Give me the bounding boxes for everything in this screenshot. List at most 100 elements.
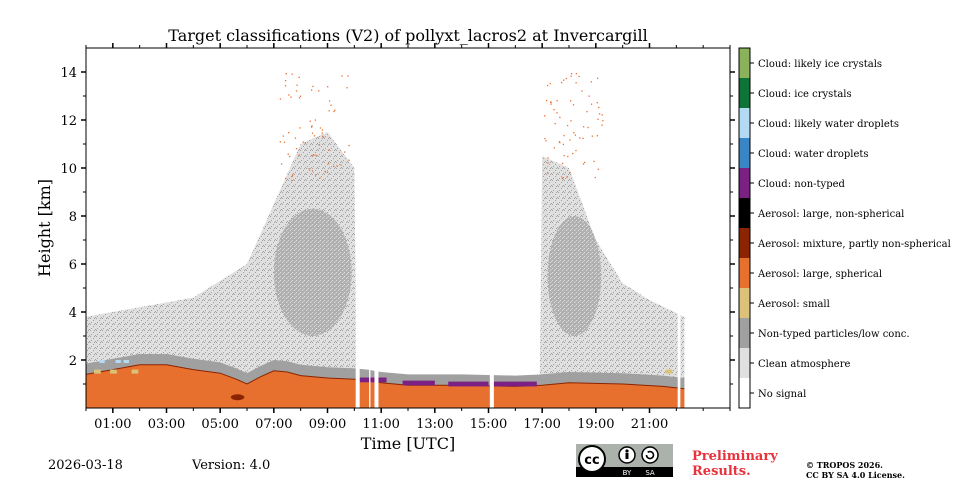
no-signal-gap-3 (374, 48, 379, 408)
preliminary-line-1: Preliminary (692, 449, 778, 464)
scattered-aerosol-dot (559, 116, 561, 119)
scattered-aerosol-dot (327, 149, 330, 151)
scattered-aerosol-dot (598, 113, 601, 115)
scattered-aerosol-dot (296, 84, 298, 86)
scattered-aerosol-dot (348, 159, 350, 161)
scattered-aerosol-dot (575, 73, 578, 75)
x-tick-label: 03:00 (148, 417, 185, 432)
scattered-aerosol-dot (336, 165, 338, 167)
scattered-aerosol-dot (563, 134, 565, 137)
cc-icon (578, 445, 606, 473)
colorbar-legend: No signal Clean atmosphere Non-typed parti… (738, 47, 951, 409)
scattered-aerosol-dot (550, 101, 552, 104)
scattered-aerosol-dot (569, 171, 571, 174)
scattered-aerosol-dot (310, 89, 313, 91)
y-tick-label: 14 (60, 66, 77, 81)
scattered-aerosol-dot (311, 132, 314, 134)
scattered-aerosol-dot (593, 160, 595, 163)
scattered-aerosol-dot (547, 162, 549, 164)
scattered-aerosol-dot (591, 135, 594, 137)
scattered-aerosol-dot (596, 135, 599, 137)
scattered-aerosol-dot (566, 124, 569, 127)
scattered-aerosol-dot (602, 120, 604, 122)
colorbar-label: Cloud: ice crystals (758, 89, 852, 100)
y-tick-label: 8 (69, 210, 77, 225)
scattered-aerosol-dot (334, 109, 336, 111)
scattered-aerosol-dot (546, 84, 549, 87)
colorbar-label: Cloud: water droplets (758, 149, 869, 160)
colorbar-swatch (739, 138, 750, 168)
no-signal-gap-5 (677, 48, 681, 408)
scattered-aerosol-dot (597, 168, 600, 170)
scattered-aerosol-dot (572, 104, 575, 106)
scattered-aerosol-dot (315, 154, 317, 156)
scattered-aerosol-dot (279, 141, 282, 143)
scattered-aerosol-dot (348, 144, 350, 147)
scattered-aerosol-dot (598, 106, 600, 109)
y-axis-label: Height [km] (35, 179, 54, 277)
scattered-aerosol-dot (321, 132, 323, 134)
scattered-aerosol-dot (327, 86, 329, 88)
y-tick-label: 10 (60, 162, 77, 177)
scattered-aerosol-dot (319, 127, 322, 129)
aerosol-small-patch-3 (131, 369, 139, 374)
measurement-date: 2026-03-18 (48, 458, 123, 473)
scattered-aerosol-dot (588, 95, 590, 97)
aerosol-small-patch-2 (110, 369, 117, 374)
x-axis: 01:00 03:00 05:00 07:00 09:00 11:00 13:00 15:00… (85, 43, 731, 432)
scattered-aerosol-dot (318, 144, 321, 146)
scattered-aerosol-dot (574, 134, 577, 136)
clean-atmosphere-region (86, 132, 685, 408)
colorbar-label: No signal (758, 389, 806, 400)
scattered-aerosol-dot (314, 119, 317, 121)
scattered-aerosol-dot (570, 120, 572, 122)
scattered-aerosol-dot (309, 120, 311, 122)
scattered-aerosol-dot (561, 81, 563, 84)
colorbar-swatch (739, 288, 750, 318)
scattered-aerosol-dot (575, 82, 577, 84)
scattered-aerosol-dot (563, 154, 565, 157)
scattered-aerosol-dot (545, 99, 548, 102)
scattered-aerosol-dot (547, 157, 549, 159)
scattered-aerosol-dot (295, 90, 298, 92)
scattered-aerosol-dot (282, 135, 284, 137)
scattered-aerosol-dot (285, 177, 287, 180)
scattered-aerosol-dot (556, 112, 558, 114)
scattered-aerosol-dot (596, 102, 598, 104)
cloud-non-typed-segment-4 (493, 381, 537, 387)
scattered-aerosol-dot (287, 132, 290, 134)
scattered-aerosol-dot (570, 100, 572, 102)
svg-text:SA: SA (645, 469, 655, 477)
colorbar-label: Cloud: likely water droplets (758, 119, 899, 130)
x-tick-label: 05:00 (201, 417, 238, 432)
cloud-non-typed-segment-2 (402, 380, 435, 386)
scattered-aerosol-dot (553, 147, 555, 149)
no-signal-gap-1 (355, 48, 360, 408)
scattered-aerosol-dot (313, 135, 316, 137)
scattered-aerosol-dot (562, 143, 565, 146)
scattered-aerosol-dot (545, 140, 547, 142)
scattered-aerosol-dot (590, 81, 593, 83)
scattered-aerosol-dot (333, 110, 335, 113)
no-signal-gap-2 (369, 48, 371, 408)
likely-water-droplets-1 (99, 360, 105, 363)
scattered-aerosol-dot (284, 79, 287, 82)
no-signal-gap-4 (489, 48, 494, 408)
scattered-aerosol-dot (298, 97, 301, 99)
scattered-aerosol-dot (319, 177, 321, 179)
x-tick-label: 09:00 (309, 417, 346, 432)
scattered-aerosol-dot (318, 90, 320, 92)
scattered-aerosol-dot (582, 163, 585, 165)
scattered-aerosol-dot (295, 148, 298, 150)
colorbar-label: Cloud: likely ice crystals (758, 59, 882, 70)
y-tick-label: 12 (60, 114, 77, 129)
scattered-aerosol-dot (326, 171, 329, 174)
colorbar-label: Aerosol: mixture, partly non-spherical (757, 239, 951, 250)
scattered-aerosol-dot (575, 149, 577, 152)
colorbar-swatch (739, 318, 750, 348)
scattered-aerosol-dot (330, 104, 332, 106)
scattered-aerosol-dot (597, 118, 599, 120)
colorbar-frame (738, 47, 751, 409)
scattered-aerosol-dot (314, 174, 317, 176)
